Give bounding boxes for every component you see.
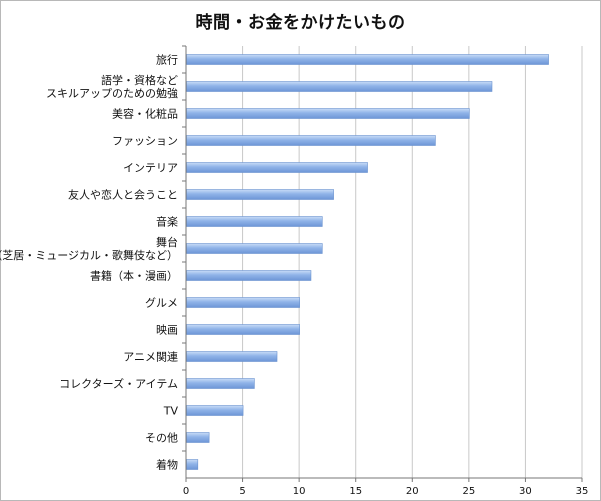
category-label: 着物	[156, 458, 178, 472]
x-tick-label: 5	[239, 486, 245, 497]
bar	[186, 81, 493, 92]
bar	[186, 405, 244, 416]
bar	[186, 108, 470, 119]
category-label: コレクターズ・アイテム	[59, 377, 178, 391]
category-label: 美容・化粧品	[112, 107, 178, 121]
category-label: ファッション	[112, 135, 178, 148]
category-label: 映画	[156, 324, 178, 337]
bar-series	[186, 54, 549, 470]
bar	[186, 216, 323, 227]
x-tick-label: 0	[183, 486, 189, 497]
category-label: 友人や恋人と会うこと	[68, 188, 178, 202]
category-label: グルメ	[145, 296, 178, 310]
x-tick-labels: 0 5 10 15 20 25 30 35	[183, 486, 589, 497]
bar	[186, 243, 323, 254]
category-label: 音楽	[156, 215, 178, 229]
x-tick-label: 10	[293, 486, 306, 497]
x-tick-label: 25	[462, 486, 475, 497]
bar	[186, 324, 300, 335]
bar	[186, 189, 334, 200]
x-tick-label: 35	[576, 486, 589, 497]
category-label: TV	[163, 405, 179, 418]
axes	[182, 45, 583, 482]
bar	[186, 297, 300, 308]
bar	[186, 351, 278, 362]
bar	[186, 135, 436, 146]
bar	[186, 459, 199, 470]
chart-title: 時間・お金をかけたいもの	[195, 13, 406, 33]
category-labels: 旅行語学・資格などスキルアップのための勉強美容・化粧品ファッションインテリア友人…	[0, 53, 178, 472]
bar	[186, 54, 549, 65]
x-tick-label: 15	[349, 486, 362, 497]
bar	[186, 162, 368, 173]
bar	[186, 378, 255, 389]
category-label: 旅行	[156, 53, 178, 67]
category-label: その他	[145, 432, 178, 445]
category-label: 書籍（本・漫画）	[90, 269, 178, 283]
category-label: アニメ関連	[123, 350, 178, 364]
x-tick-label: 20	[406, 486, 419, 497]
category-label: 語学・資格などスキルアップのための勉強	[46, 73, 178, 100]
x-tick-label: 30	[519, 486, 532, 497]
category-label: インテリア	[123, 162, 178, 175]
category-label: 舞台（芝居・ミュージカル・歌舞伎など）	[0, 235, 178, 262]
bar	[186, 270, 312, 281]
bar	[186, 432, 210, 443]
